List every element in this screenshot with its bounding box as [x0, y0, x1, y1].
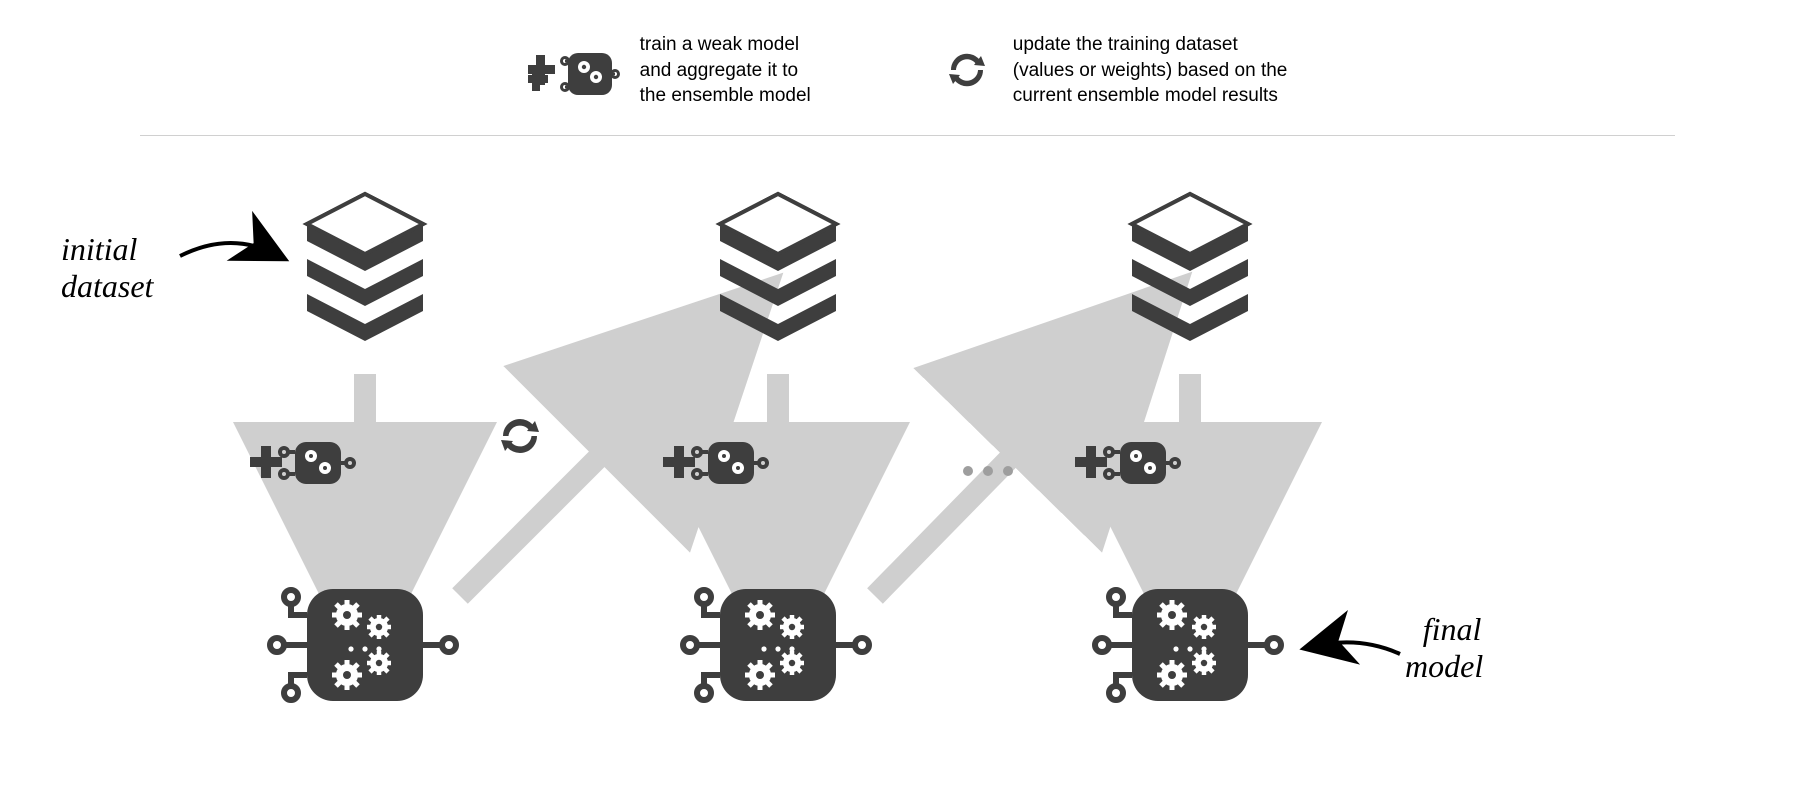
plus-model-icon [528, 43, 620, 97]
model-icon [683, 589, 869, 701]
flow-svg [0, 136, 1815, 776]
dataset-icon [1132, 194, 1248, 341]
legend: train a weak model and aggregate it to t… [0, 0, 1815, 135]
ellipsis-icon [963, 466, 1013, 476]
dataset-icon [720, 194, 836, 341]
legend-line: (values or weights) based on the [1013, 58, 1288, 84]
legend-line: and aggregate it to [640, 58, 811, 84]
model-icon [1095, 589, 1281, 701]
hand-arrow-final [1315, 642, 1400, 654]
plus-model-icon [1075, 442, 1179, 484]
legend-text-update: update the training dataset (values or w… [1013, 32, 1288, 109]
plus-model-icon [250, 442, 354, 484]
legend-line: current ensemble model results [1013, 83, 1288, 109]
legend-item-train: train a weak model and aggregate it to t… [528, 32, 811, 109]
refresh-icon [941, 44, 993, 96]
refresh-icon [501, 419, 539, 453]
legend-item-update: update the training dataset (values or w… [941, 32, 1288, 109]
legend-line: update the training dataset [1013, 32, 1288, 58]
legend-text-train: train a weak model and aggregate it to t… [640, 32, 811, 109]
hand-arrow-initial [180, 243, 275, 256]
legend-line: train a weak model [640, 32, 811, 58]
diagram: initial dataset final model [0, 136, 1815, 776]
legend-line: the ensemble model [640, 83, 811, 109]
dataset-icon [307, 194, 423, 341]
plus-model-icon [663, 442, 767, 484]
model-icon [270, 589, 456, 701]
